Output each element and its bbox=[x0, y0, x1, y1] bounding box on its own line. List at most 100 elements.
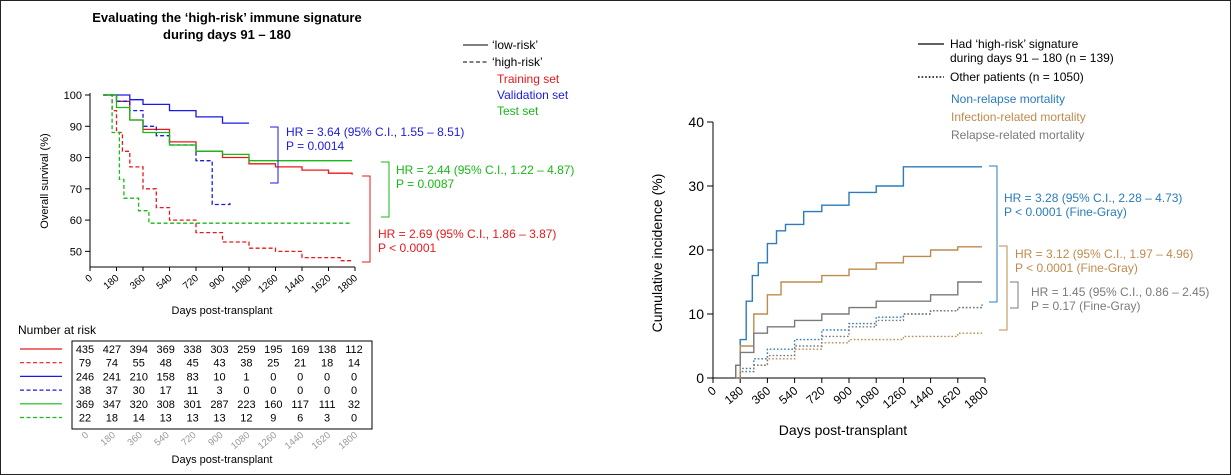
survival-curve-validation-low bbox=[103, 94, 249, 124]
risk-table-cell: 74 bbox=[106, 358, 118, 370]
risk-table-cell: 17 bbox=[160, 385, 172, 397]
right-legend-nrm: Non-relapse mortality bbox=[951, 92, 1065, 106]
risk-table-cell: 158 bbox=[157, 371, 175, 383]
right-y-tick-label: 20 bbox=[688, 242, 704, 258]
left-x-axis-label: Days post-transplant bbox=[172, 305, 273, 317]
risk-table-cell: 320 bbox=[130, 399, 148, 411]
incidence-curve-nrm-other bbox=[726, 304, 983, 379]
incidence-curve-nrm-high bbox=[726, 166, 982, 379]
left-hr-text-validation: HR = 3.64 (95% C.I., 1.55 – 8.51) bbox=[286, 125, 464, 139]
risk-table-title: Number at risk bbox=[18, 323, 97, 337]
left-y-tick-label: 100 bbox=[64, 90, 82, 102]
risk-table-x-label: Days post-transplant bbox=[172, 454, 273, 466]
right-hr-bracket-relapse bbox=[1010, 281, 1019, 309]
risk-table-cell: 22 bbox=[79, 413, 91, 425]
risk-table-col-label: 1800 bbox=[337, 430, 360, 452]
risk-table-cell: 13 bbox=[213, 413, 225, 425]
risk-table-cell: 394 bbox=[130, 344, 148, 356]
risk-table-col-label: 900 bbox=[206, 430, 225, 449]
risk-table-cell: 111 bbox=[319, 399, 336, 411]
left-chart-title: Evaluating the ‘high-risk’ immune signat… bbox=[92, 10, 361, 25]
risk-table-cell: 37 bbox=[106, 385, 118, 397]
risk-table-cell: 160 bbox=[264, 399, 282, 411]
risk-table-col-label: 1440 bbox=[283, 430, 306, 452]
right-p-text-nrm: P < 0.0001 (Fine-Gray) bbox=[1004, 205, 1127, 219]
risk-table-cell: 3 bbox=[324, 413, 330, 425]
risk-table-cell: 0 bbox=[243, 385, 249, 397]
left-x-tick-label: 720 bbox=[181, 273, 201, 292]
right-y-tick-label: 30 bbox=[688, 178, 704, 194]
right-x-tick-label: 1080 bbox=[853, 383, 883, 411]
risk-table-cell: 246 bbox=[76, 371, 94, 383]
risk-table-cell: 55 bbox=[133, 358, 145, 370]
right-legend-relapse: Relapse-related mortality bbox=[951, 128, 1084, 142]
left-x-tick-label: 0 bbox=[84, 273, 96, 285]
risk-table-cell: 0 bbox=[351, 385, 357, 397]
left-y-axis-label: Overall survival (%) bbox=[39, 133, 51, 228]
risk-table-cell: 0 bbox=[324, 371, 330, 383]
right-legend-other: Other patients (n = 1050) bbox=[950, 70, 1084, 84]
risk-table-cell: 30 bbox=[133, 385, 145, 397]
left-x-tick-label: 1620 bbox=[309, 273, 333, 296]
risk-table-cell: 6 bbox=[297, 413, 303, 425]
left-hr-bracket-test bbox=[381, 161, 390, 218]
risk-table-cell: 0 bbox=[270, 385, 276, 397]
left-x-tick-label: 1260 bbox=[256, 273, 280, 296]
risk-table-col-label: 0 bbox=[80, 430, 91, 442]
risk-table-cell: 45 bbox=[186, 358, 198, 370]
risk-table-cell: 0 bbox=[297, 385, 303, 397]
left-y-tick-label: 60 bbox=[70, 215, 82, 227]
risk-table-cell: 38 bbox=[240, 358, 252, 370]
risk-table-cell: 11 bbox=[187, 385, 198, 397]
right-hr-text-nrm: HR = 3.28 (95% C.I., 2.28 – 4.73) bbox=[1004, 191, 1182, 205]
risk-table-cell: 10 bbox=[213, 371, 225, 383]
risk-table-cell: 13 bbox=[186, 413, 198, 425]
left-p-text-test: P = 0.0087 bbox=[396, 177, 454, 191]
risk-table-cell: 259 bbox=[237, 344, 255, 356]
risk-table-cell: 112 bbox=[345, 344, 363, 356]
risk-table-cell: 18 bbox=[321, 358, 333, 370]
left-x-tick-label: 540 bbox=[155, 273, 175, 292]
right-hr-text-relapse: HR = 1.45 (95% C.I., 0.86 – 2.45) bbox=[1031, 285, 1209, 299]
left-hr-text-training: HR = 2.69 (95% C.I., 1.86 – 3.87) bbox=[378, 227, 556, 241]
risk-table-cell: 223 bbox=[237, 399, 255, 411]
right-hr-bracket-infection bbox=[999, 245, 1008, 331]
risk-table-cell: 169 bbox=[291, 344, 309, 356]
right-legend-high-risk-line1: Had ‘high-risk’ signature bbox=[950, 37, 1079, 51]
risk-table-cell: 0 bbox=[297, 371, 303, 383]
risk-table-cell: 83 bbox=[186, 371, 198, 383]
risk-table-cell: 338 bbox=[183, 344, 201, 356]
incidence-curve-relapse-high bbox=[726, 281, 982, 379]
left-p-text-validation: P = 0.0014 bbox=[286, 139, 344, 153]
risk-table-col-label: 1620 bbox=[310, 430, 333, 452]
risk-table-cell: 18 bbox=[106, 413, 118, 425]
right-x-tick-label: 540 bbox=[776, 383, 801, 407]
risk-table-cell: 301 bbox=[183, 399, 201, 411]
right-x-tick-label: 1620 bbox=[934, 383, 964, 411]
left-legend-test: Test set bbox=[497, 104, 539, 118]
right-x-tick-label: 720 bbox=[803, 383, 828, 407]
right-hr-text-infection: HR = 3.12 (95% C.I., 1.97 – 4.96) bbox=[1015, 247, 1193, 261]
right-legend-high-risk-line2: during days 91 – 180 (n = 139) bbox=[950, 51, 1114, 65]
risk-table-cell: 308 bbox=[157, 399, 175, 411]
risk-table-col-label: 1260 bbox=[256, 430, 279, 452]
risk-table-cell: 347 bbox=[103, 399, 121, 411]
risk-table-cell: 79 bbox=[79, 358, 91, 370]
right-x-tick-label: 1440 bbox=[907, 383, 937, 411]
left-hr-text-test: HR = 2.44 (95% C.I., 1.22 – 4.87) bbox=[396, 163, 574, 177]
left-x-tick-label: 360 bbox=[128, 273, 148, 292]
left-legend-validation: Validation set bbox=[497, 88, 569, 102]
survival-curve-training-high bbox=[103, 94, 353, 263]
risk-table-cell: 195 bbox=[264, 344, 282, 356]
left-legend-low-risk: ‘low-risk’ bbox=[492, 38, 538, 52]
risk-table-cell: 1 bbox=[243, 371, 249, 383]
risk-table-cell: 38 bbox=[79, 385, 91, 397]
right-x-tick-label: 1260 bbox=[880, 383, 910, 411]
risk-table-cell: 303 bbox=[210, 344, 228, 356]
right-x-tick-label: 1800 bbox=[961, 383, 991, 411]
risk-table-cell: 369 bbox=[157, 344, 175, 356]
left-x-tick-label: 1440 bbox=[283, 273, 307, 296]
right-y-tick-label: 0 bbox=[696, 370, 704, 386]
